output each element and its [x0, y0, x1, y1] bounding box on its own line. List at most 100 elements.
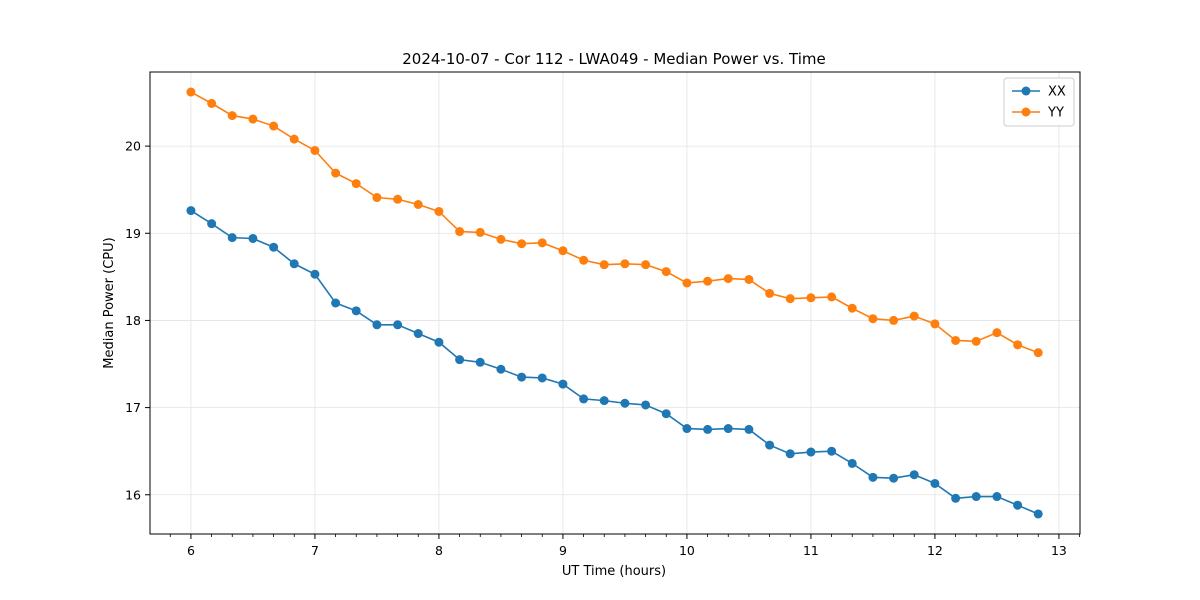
data-point-yy [661, 267, 671, 277]
data-point-yy [785, 294, 795, 304]
x-tick-label: 6 [187, 543, 195, 558]
data-point-xx [186, 206, 196, 216]
data-point-yy [558, 246, 568, 256]
data-point-xx [951, 493, 961, 503]
data-point-xx [517, 372, 527, 382]
x-axis-label: UT Time (hours) [562, 564, 666, 579]
data-point-xx [868, 472, 878, 482]
data-point-xx [661, 409, 671, 419]
data-point-yy [475, 227, 485, 237]
data-point-yy [909, 311, 919, 321]
y-tick-label: 18 [125, 313, 141, 328]
data-point-xx [909, 470, 919, 480]
data-point-yy [393, 194, 403, 204]
data-point-xx [641, 400, 651, 410]
data-point-yy [641, 260, 651, 270]
data-point-yy [289, 134, 299, 144]
legend-marker-xx [1021, 86, 1031, 96]
data-point-yy [517, 239, 527, 249]
data-point-xx [434, 337, 444, 347]
data-point-yy [331, 168, 341, 178]
data-point-yy [269, 121, 279, 131]
data-point-yy [310, 145, 320, 155]
data-point-yy [806, 293, 816, 303]
data-point-yy [971, 336, 981, 346]
legend-box [1003, 77, 1075, 127]
x-tick-label: 7 [311, 543, 319, 558]
legend-label-yy: YY [1047, 106, 1064, 121]
x-tick-label: 13 [1051, 543, 1067, 558]
data-point-xx [971, 492, 981, 502]
data-point-yy [827, 292, 837, 302]
data-point-yy [951, 335, 961, 345]
x-tick-label: 10 [679, 543, 695, 558]
data-point-yy [455, 227, 465, 237]
data-point-xx [393, 320, 403, 330]
data-point-yy [1033, 348, 1043, 358]
data-point-xx [806, 447, 816, 457]
y-tick-label: 19 [125, 226, 141, 241]
data-point-xx [682, 424, 692, 434]
data-point-xx [847, 458, 857, 468]
data-point-xx [930, 478, 940, 488]
data-point-xx [785, 449, 795, 459]
data-point-yy [765, 288, 775, 298]
data-point-xx [992, 492, 1002, 502]
data-point-xx [765, 440, 775, 450]
data-point-xx [579, 394, 589, 404]
legend-label-xx: XX [1048, 85, 1066, 100]
data-point-yy [868, 314, 878, 324]
y-tick-label: 16 [125, 487, 141, 502]
data-point-xx [207, 219, 217, 229]
x-tick-label: 9 [559, 543, 567, 558]
data-point-xx [310, 269, 320, 279]
data-point-xx [248, 233, 258, 243]
data-point-xx [537, 373, 547, 383]
data-point-yy [703, 276, 713, 286]
data-point-yy [682, 278, 692, 288]
data-point-xx [703, 424, 713, 434]
data-point-xx [620, 398, 630, 408]
legend-marker-yy [1021, 107, 1031, 117]
series-layer [186, 87, 1043, 519]
axes: 6 7 8 9 10 11 12 13 16 17 18 19 20 [125, 71, 1081, 558]
data-point-yy [207, 98, 217, 108]
data-point-xx [227, 233, 237, 243]
data-point-yy [992, 328, 1002, 338]
data-point-xx [455, 355, 465, 365]
data-point-xx [289, 259, 299, 269]
data-point-xx [1033, 509, 1043, 519]
data-point-xx [599, 396, 609, 406]
data-point-yy [1013, 340, 1023, 350]
x-tick-label: 8 [435, 543, 443, 558]
data-point-xx [269, 242, 279, 252]
data-point-xx [331, 298, 341, 308]
legend: XX YY [1003, 77, 1075, 127]
data-point-yy [186, 87, 196, 97]
data-point-xx [475, 357, 485, 367]
data-point-xx [372, 320, 382, 330]
data-point-yy [744, 274, 754, 284]
data-point-yy [889, 315, 899, 325]
data-point-yy [579, 255, 589, 265]
data-point-yy [496, 234, 506, 244]
data-point-xx [889, 473, 899, 483]
data-point-yy [620, 259, 630, 269]
data-point-xx [496, 364, 506, 374]
data-point-yy [372, 193, 382, 203]
x-tick-label: 12 [927, 543, 943, 558]
data-point-xx [827, 446, 837, 456]
y-tick-label: 20 [125, 139, 141, 154]
data-point-yy [413, 199, 423, 209]
data-point-yy [847, 303, 857, 313]
data-point-yy [599, 260, 609, 270]
y-axis-label: Median Power (CPU) [102, 237, 117, 368]
plot-frame [149, 71, 1081, 535]
data-point-yy [351, 179, 361, 189]
data-point-xx [558, 379, 568, 389]
chart-title: 2024-10-07 - Cor 112 - LWA049 - Median P… [402, 50, 826, 68]
data-point-yy [537, 238, 547, 248]
data-point-yy [227, 111, 237, 121]
